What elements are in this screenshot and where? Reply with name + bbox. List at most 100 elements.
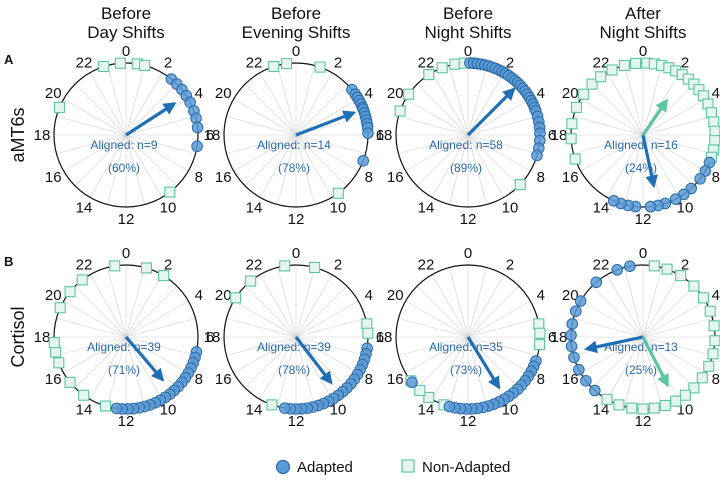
adapted-point <box>574 295 587 307</box>
hour-tick-label: 20 <box>45 287 62 304</box>
nonadapted-point <box>361 318 373 330</box>
grid-spoke <box>125 134 196 154</box>
nonadapted-point <box>98 60 110 73</box>
nonadapted-point <box>569 153 581 165</box>
adapted-point <box>443 400 456 413</box>
adapted-mean-arrow <box>295 110 357 137</box>
adapted-point <box>644 200 657 213</box>
grid-spoke <box>606 274 644 338</box>
adapted-point <box>624 260 636 273</box>
grid-spoke <box>642 116 713 136</box>
adapted-point <box>357 155 370 167</box>
nonadapted-point <box>449 58 461 70</box>
nonadapted-point <box>100 400 112 412</box>
hour-tick-label: 2 <box>681 256 689 273</box>
polar-panel: 0 2 4 6 8 10 12 14 16 18 20 22 Aligned: n=14 (78%) <box>204 43 385 228</box>
grid-spoke <box>125 336 196 356</box>
nonadapted-point <box>675 270 687 282</box>
legend-adapted-label: Adapted <box>297 459 353 476</box>
legend-nonadapted-label: Non-Adapted <box>422 459 510 476</box>
hour-tick-label: 10 <box>330 200 347 217</box>
grid-spoke <box>467 274 505 338</box>
hour-tick-label: 18 <box>376 329 393 346</box>
grid-spoke <box>295 336 366 356</box>
grid-spoke <box>431 134 469 198</box>
nonadapted-point <box>362 327 374 339</box>
hour-tick-label: 22 <box>246 54 263 71</box>
grid-spoke <box>591 336 644 389</box>
grid-spoke <box>295 134 348 187</box>
adapted-point <box>531 149 543 162</box>
grid-spoke <box>405 336 469 374</box>
hour-tick-label: 18 <box>34 329 51 346</box>
nonadapted-point <box>534 327 546 339</box>
nonadapted-point <box>436 62 448 74</box>
legend-adapted-marker <box>275 459 291 475</box>
grid-spoke <box>259 336 297 400</box>
nonadapted-point <box>703 360 715 372</box>
grid-spoke <box>642 336 662 407</box>
grid-spoke <box>580 336 644 374</box>
hour-tick-label: 16 <box>45 371 62 388</box>
legend-nonadapted-marker <box>401 459 415 473</box>
grid-spoke <box>125 134 178 187</box>
nonadapted-point <box>534 338 546 351</box>
nonadapted-point <box>78 389 90 401</box>
nonadapted-point <box>332 187 344 199</box>
panel-letter-a: A <box>4 52 14 67</box>
grid-spoke <box>467 285 520 338</box>
grid-spoke <box>277 336 297 407</box>
grid-spoke <box>277 267 297 338</box>
hour-tick-label: 10 <box>160 200 177 217</box>
hour-tick-label: 20 <box>215 85 232 102</box>
row-label-amt6s: aMT6s <box>8 107 28 162</box>
grid-spoke <box>642 267 662 338</box>
nonadapted-point <box>566 118 578 130</box>
nonadapted-point <box>659 399 671 412</box>
grid-spoke <box>580 134 644 172</box>
aligned-percent-label: (73%) <box>450 363 482 377</box>
hour-tick-label: 10 <box>160 402 177 419</box>
adapted-mean-arrow <box>294 336 333 385</box>
nonadapted-point <box>697 292 709 304</box>
nonadapted-point <box>64 376 76 388</box>
grid-spoke <box>449 336 469 407</box>
grid-spoke <box>125 72 163 136</box>
grid-spoke <box>624 336 644 407</box>
hour-tick-label: 14 <box>76 402 93 419</box>
hour-tick-label: 14 <box>593 402 610 419</box>
hour-tick-label: 20 <box>387 85 404 102</box>
hour-tick-label: 2 <box>506 256 514 273</box>
grid-spoke <box>56 134 127 154</box>
aligned-percent-label: (89%) <box>450 161 482 175</box>
panel-letter-b: B <box>4 254 13 269</box>
grid-spoke <box>642 336 695 389</box>
grid-spoke <box>89 72 127 136</box>
grid-spoke <box>125 336 163 400</box>
nonadapted-point <box>533 318 545 330</box>
adapted-point <box>110 402 123 415</box>
nonadapted-point <box>114 57 126 69</box>
adapted-point <box>589 384 601 397</box>
hour-tick-label: 6 <box>548 329 556 346</box>
grid-spoke <box>405 300 469 338</box>
nonadapted-point <box>688 382 700 394</box>
aligned-percent-label: (60%) <box>108 161 140 175</box>
aligned-count-label: Aligned: n=58 <box>429 138 503 152</box>
nonadapted-point <box>279 260 291 272</box>
hour-tick-label: 0 <box>639 245 647 262</box>
hour-tick-label: 2 <box>334 54 342 71</box>
grid-spoke <box>642 285 695 338</box>
grid-spoke <box>125 83 178 136</box>
grid-spoke <box>226 134 297 154</box>
adapted-point <box>565 329 577 341</box>
hour-tick-label: 18 <box>551 329 568 346</box>
grid-spoke <box>56 336 127 356</box>
hour-tick-label: 16 <box>387 371 404 388</box>
adapted-mean-arrow <box>466 87 516 137</box>
grid-spoke <box>405 98 469 136</box>
nonadapted-point <box>268 60 280 73</box>
